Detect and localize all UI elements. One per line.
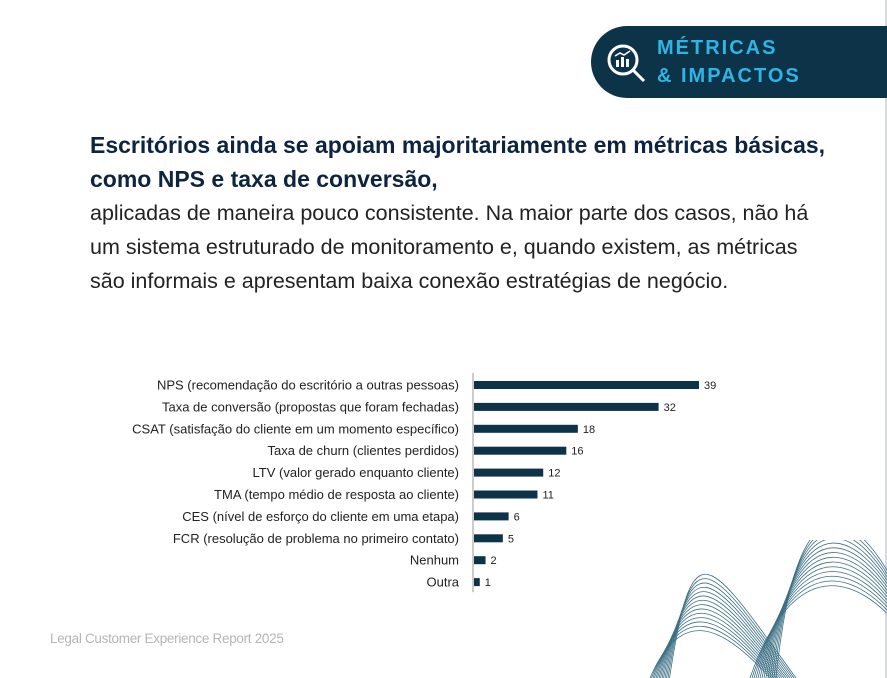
bar (474, 402, 659, 411)
bar (474, 512, 509, 521)
wave-line (773, 540, 887, 678)
category-label: Taxa de churn (clientes perdidos) (268, 443, 460, 458)
bar (474, 424, 578, 433)
data-label: 32 (664, 402, 676, 414)
bar-chart: NPS (recomendação do escritório a outras… (132, 373, 716, 593)
wave-line (769, 540, 887, 678)
badge-title-line2: & IMPACTOS (657, 65, 801, 87)
wave-line (771, 540, 887, 678)
bar (474, 381, 699, 389)
bar (474, 578, 480, 587)
category-label: CSAT (satisfação do cliente em um moment… (132, 421, 459, 436)
wave-line (661, 595, 787, 678)
wave-line (660, 599, 785, 678)
footer-text: Legal Customer Experience Report 2025 (50, 631, 284, 646)
wave-line (667, 578, 795, 678)
data-label: 11 (542, 490, 553, 502)
magnifier-chart-icon (607, 44, 646, 83)
data-label: 18 (583, 424, 595, 436)
data-label: 6 (514, 511, 520, 523)
data-label: 5 (508, 533, 514, 545)
category-label: Taxa de conversão (propostas que foram f… (162, 399, 459, 414)
category-label: FCR (resolução de problema no primeiro c… (173, 531, 459, 546)
wave-line (664, 587, 791, 678)
category-label: LTV (valor gerado enquanto cliente) (253, 465, 459, 480)
bar (474, 534, 503, 543)
section-badge: MÉTRICAS & IMPACTOS (591, 26, 887, 98)
wave-line (775, 540, 887, 678)
page-edge (885, 0, 887, 678)
data-label: 12 (548, 468, 560, 480)
headline: Escritórios ainda se apoiam majoritariam… (90, 128, 830, 298)
category-label: TMA (tempo médio de resposta ao cliente) (214, 487, 459, 502)
category-label: Outra (426, 575, 459, 590)
data-label: 1 (485, 577, 491, 589)
bar (474, 556, 486, 565)
bar (474, 446, 567, 455)
bar (474, 490, 538, 499)
decorative-waves (649, 540, 887, 678)
data-label: 39 (704, 380, 716, 392)
data-label: 2 (491, 555, 497, 567)
headline-regular: aplicadas de maneira pouco consistente. … (90, 201, 809, 293)
wave-line (658, 604, 783, 678)
wave-line (657, 608, 781, 678)
category-label: NPS (recomendação do escritório a outras… (157, 378, 459, 393)
data-label: 16 (571, 446, 583, 458)
bar (474, 468, 544, 477)
wave-line (663, 591, 789, 678)
badge-title-line1: MÉTRICAS (657, 37, 778, 59)
wave-line (669, 573, 797, 678)
wave-line (666, 582, 793, 678)
wave-line (655, 613, 779, 678)
category-label: Nenhum (410, 553, 459, 568)
category-label: CES (nível de esforço do cliente em uma … (182, 509, 459, 524)
headline-bold: Escritórios ainda se apoiam majoritariam… (90, 132, 826, 192)
